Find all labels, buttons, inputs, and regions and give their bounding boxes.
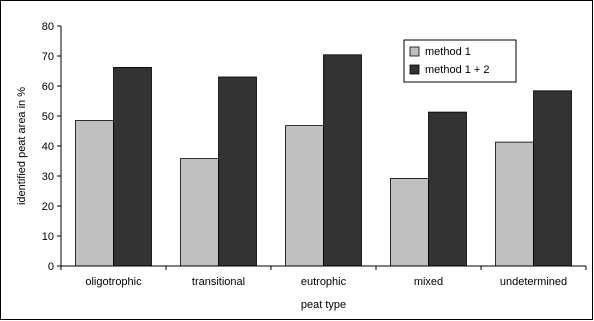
legend: method 1 method 1 + 2 [403,39,517,83]
y-tick-label: 60 [42,81,54,93]
legend-label-method-1: method 1 [425,46,471,58]
x-tick-label-mixed: mixed [414,276,443,288]
x-tick-label-undetermined: undetermined [500,276,567,288]
x-tick-label-oligotrophic: oligotrophic [85,276,142,288]
bar-transitional-method-1 [180,158,219,267]
bar-mixed-method-1 [390,177,429,267]
y-axis-title: identified peat area in % [16,87,28,205]
bar-transitional-method-1-2 [218,76,257,267]
x-axis-title: peat type [301,299,346,311]
y-tick-label: 10 [42,231,54,243]
y-tick-label: 30 [42,171,54,183]
bar-mixed-method-1-2 [428,111,467,267]
y-ticks: 0 10 20 30 40 50 60 70 80 [42,21,61,273]
bar-eutrophic-method-1 [285,125,324,267]
legend-box [403,39,517,83]
x-tick-label-eutrophic: eutrophic [301,276,347,288]
x-ticks: oligotrophic transitional eutrophic mixed un… [60,266,587,288]
y-tick-label: 80 [42,21,54,33]
legend-swatch-method-1 [409,46,420,57]
bar-undetermined-method-1-2 [533,90,572,267]
bar-undetermined-method-1 [495,141,534,267]
bar-oligotrophic-method-1-2 [113,67,152,267]
x-tick-label-transitional: transitional [192,276,245,288]
bar-oligotrophic-method-1 [75,120,114,267]
y-tick-label: 70 [42,51,54,63]
y-tick-label: 0 [48,261,54,273]
bars [75,54,572,267]
legend-label-method-1-2: method 1 + 2 [425,64,490,76]
bar-eutrophic-method-1-2 [323,54,362,267]
legend-swatch-method-1-2 [409,64,420,75]
y-tick-label: 40 [42,141,54,153]
y-tick-label: 20 [42,201,54,213]
y-tick-label: 50 [42,111,54,123]
